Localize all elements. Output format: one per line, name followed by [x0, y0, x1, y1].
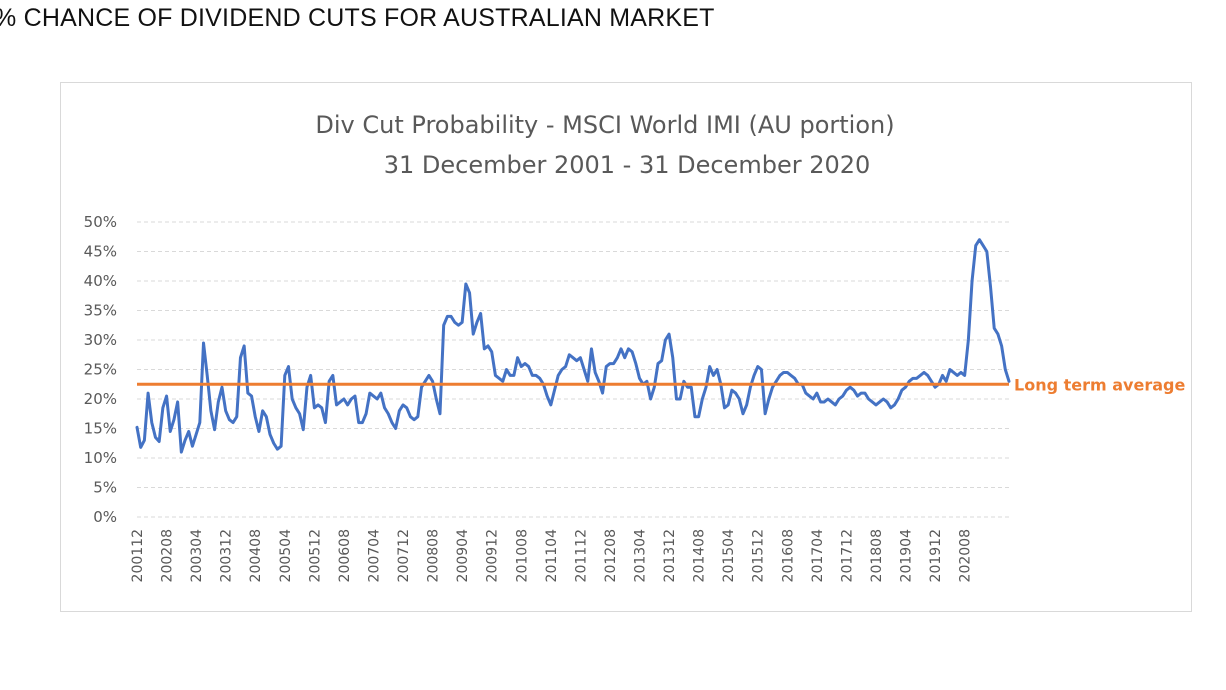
- y-tick-label: 5%: [93, 479, 117, 497]
- x-tick-label: 201808: [869, 529, 885, 582]
- series-layer: [135, 238, 1011, 454]
- x-tick-label: 200912: [485, 529, 501, 582]
- y-tick-label: 40%: [84, 272, 117, 290]
- line-chart: Div Cut Probability - MSCI World IMI (AU…: [84, 111, 1186, 583]
- y-tick-label: 50%: [84, 213, 117, 231]
- x-tick-label: 201712: [839, 529, 855, 582]
- chart-title-line2: 31 December 2001 - 31 December 2020: [384, 151, 871, 179]
- y-tick-label: 0%: [93, 508, 117, 526]
- x-tick-label: 200208: [160, 529, 176, 582]
- x-tick-label: 201504: [721, 529, 737, 583]
- x-tick-label: 201112: [573, 529, 589, 582]
- x-tick-label: 201208: [603, 529, 619, 582]
- x-tick-label: 202008: [958, 529, 974, 582]
- x-tick-label: 201312: [662, 529, 678, 582]
- series-line-div-cut-probability: [135, 238, 1011, 454]
- x-tick-label: 200312: [219, 529, 235, 582]
- x-tick-label: 200704: [366, 529, 382, 583]
- x-tick-label: 201912: [928, 529, 944, 582]
- y-tick-label: 45%: [84, 243, 117, 261]
- x-tick-label: 201408: [692, 529, 708, 582]
- y-tick-label: 10%: [84, 449, 117, 467]
- x-axis-ticks: 200112 200208 200304 200312 200408 200504 2005…: [130, 529, 974, 583]
- x-tick-label: 201512: [751, 529, 767, 582]
- x-tick-label: 200904: [455, 529, 471, 583]
- x-tick-label: 201104: [544, 529, 560, 583]
- x-tick-label: 201008: [514, 529, 530, 582]
- x-tick-label: 201704: [810, 529, 826, 583]
- x-tick-label: 200112: [130, 529, 146, 582]
- x-tick-label: 200808: [426, 529, 442, 582]
- x-tick-label: 200512: [307, 529, 323, 582]
- x-tick-label: 200504: [278, 529, 294, 583]
- x-tick-label: 200408: [248, 529, 264, 582]
- x-tick-label: 200712: [396, 529, 412, 582]
- long-term-average-label: Long term average: [1014, 375, 1185, 394]
- x-tick-label: 201904: [899, 529, 915, 583]
- page-heading: E % CHANCE OF DIVIDEND CUTS FOR AUSTRALI…: [0, 4, 715, 32]
- x-tick-label: 200304: [189, 529, 205, 583]
- y-tick-label: 35%: [84, 302, 117, 320]
- x-tick-label: 200608: [337, 529, 353, 582]
- x-tick-label: 201304: [633, 529, 649, 583]
- y-axis-ticks: 0% 5% 10% 15% 20% 25% 30% 35% 40% 45% 50%: [84, 213, 117, 526]
- x-tick-label: 201608: [780, 529, 796, 582]
- y-tick-label: 20%: [84, 390, 117, 408]
- y-tick-label: 25%: [84, 361, 117, 379]
- grid-lines: [137, 221, 1009, 518]
- chart-frame: Div Cut Probability - MSCI World IMI (AU…: [60, 82, 1192, 612]
- chart-title-line1: Div Cut Probability - MSCI World IMI (AU…: [315, 111, 894, 139]
- y-tick-label: 15%: [84, 420, 117, 438]
- y-tick-label: 30%: [84, 331, 117, 349]
